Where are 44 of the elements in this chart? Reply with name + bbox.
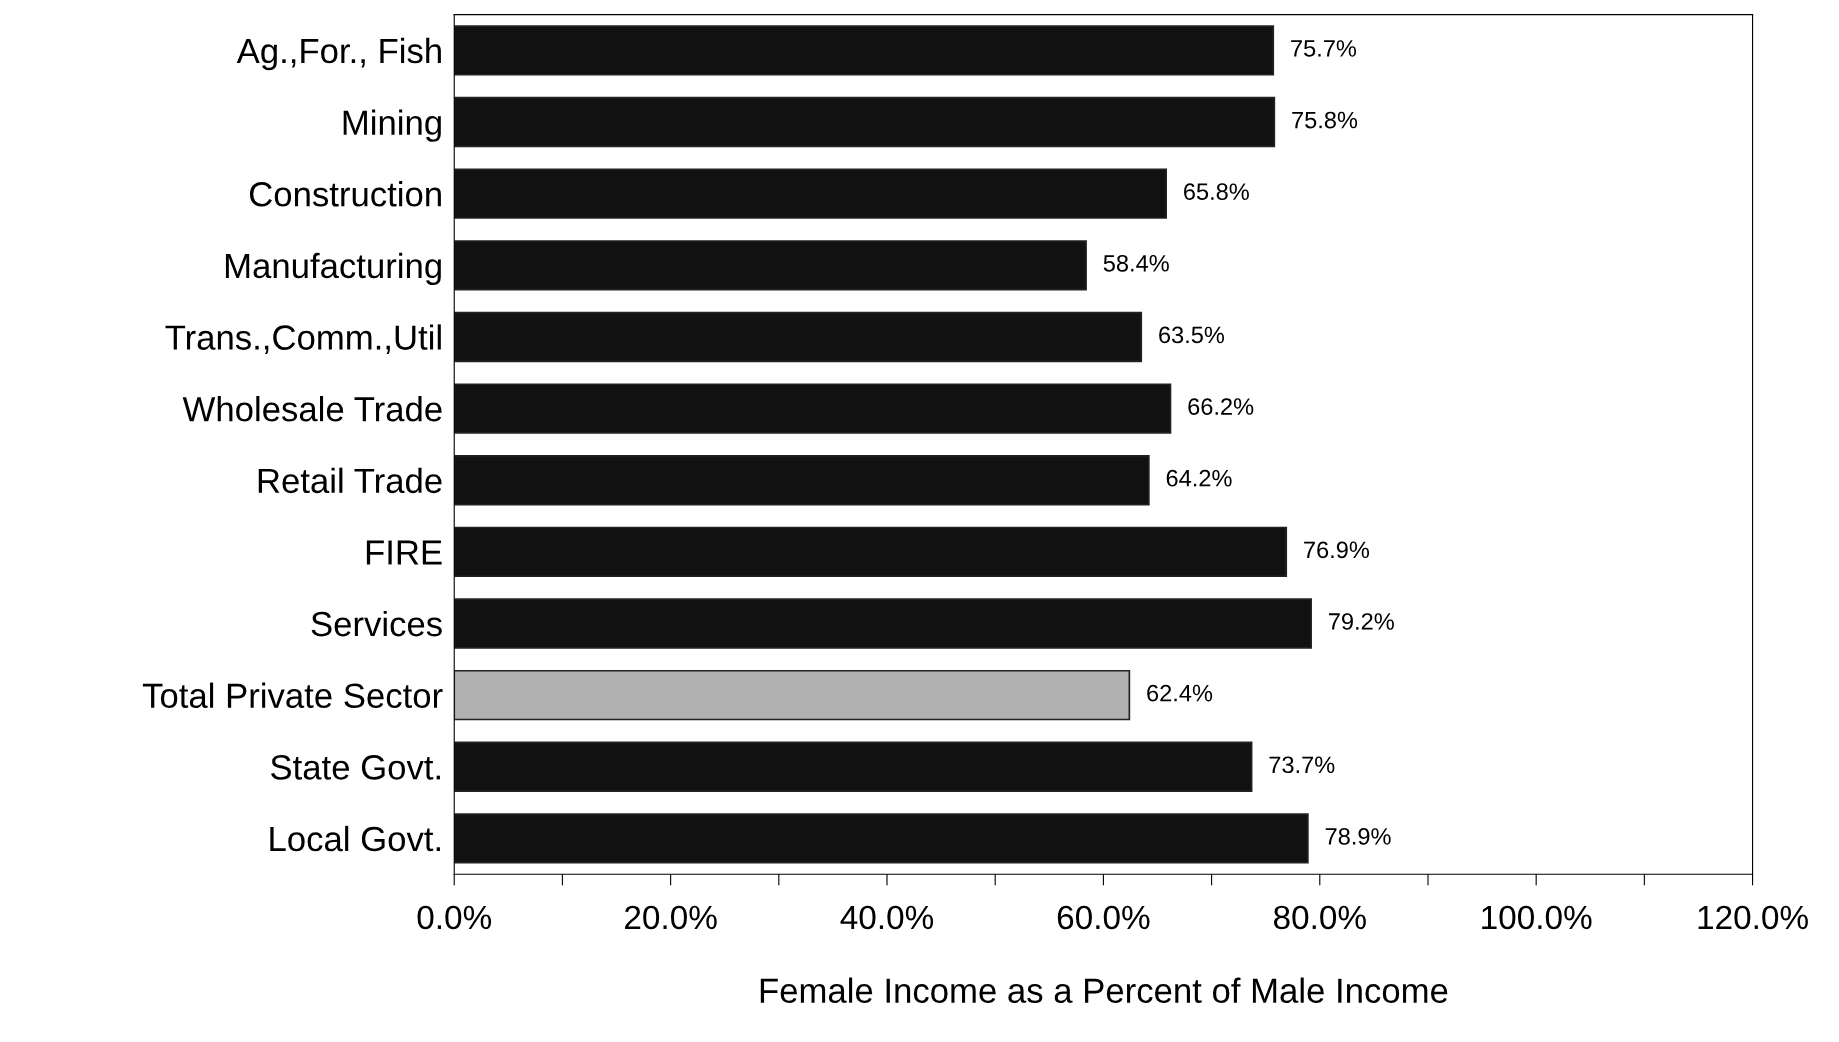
- bar: [454, 311, 1143, 363]
- data-label: 75.7%: [1291, 40, 1357, 57]
- x-tick-label: 80.0%: [1273, 905, 1366, 930]
- y-tick-label: Local Govt.: [270, 825, 440, 852]
- y-tick-label: Mining: [343, 109, 441, 142]
- data-label: 65.8%: [1184, 183, 1249, 201]
- data-label: 75.8%: [1292, 111, 1358, 129]
- y-tick-label: FIRE: [366, 540, 442, 565]
- bar: [454, 168, 1167, 219]
- x-tick-label: 40.0%: [840, 905, 934, 930]
- x-tick-label: 100.0%: [1482, 905, 1592, 930]
- data-label: 62.4%: [1147, 684, 1213, 702]
- bar: [454, 96, 1276, 148]
- bar: [454, 813, 1309, 864]
- bar: [454, 240, 1087, 291]
- x-axis-title: Female Income as a Percent of Male Income: [760, 977, 1448, 1004]
- data-label: 58.4%: [1103, 254, 1169, 272]
- bar: [454, 741, 1253, 792]
- bar: [454, 383, 1172, 434]
- data-label: 73.7%: [1269, 756, 1335, 774]
- bar: [454, 455, 1150, 506]
- data-label: 79.2%: [1329, 613, 1394, 630]
- y-tick-label: Ag.,For., Fish: [236, 37, 441, 71]
- bar: [454, 598, 1312, 649]
- bar: [454, 25, 1275, 76]
- y-tick-label: Wholesale Trade: [182, 396, 442, 422]
- x-tick-label: 20.0%: [625, 905, 717, 930]
- data-label: 76.9%: [1304, 541, 1370, 559]
- bar: [454, 526, 1288, 578]
- y-tick-label: Retail Trade: [258, 467, 442, 494]
- y-tick-label: Total Private Sector: [142, 682, 443, 709]
- y-tick-label: Services: [311, 610, 442, 637]
- y-tick-label: Trans.,Comm.,Util: [165, 324, 441, 354]
- y-tick-label: Manufacturing: [225, 252, 441, 286]
- bar: [454, 669, 1131, 721]
- y-tick-label: State Govt.: [271, 755, 440, 780]
- x-tick-label: 120.0%: [1698, 905, 1808, 930]
- data-label: 63.5%: [1159, 326, 1225, 344]
- x-tick-label: 0.0%: [417, 905, 492, 930]
- x-tick-label: 60.0%: [1057, 905, 1150, 930]
- data-label: 78.9%: [1325, 828, 1391, 845]
- data-label: 66.2%: [1188, 398, 1254, 415]
- data-label: 64.2%: [1166, 469, 1232, 487]
- y-tick-label: Construction: [249, 181, 441, 207]
